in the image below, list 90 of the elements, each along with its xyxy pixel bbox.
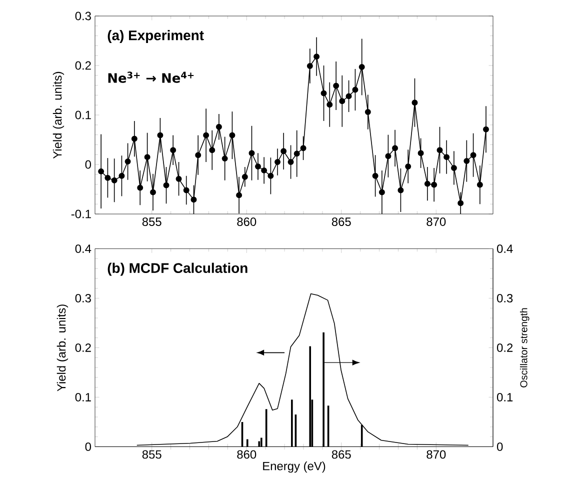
y2-tick-label: 0.2: [496, 343, 513, 352]
annotation: Ne$^{3+}$ → Ne$^{4+}$: [108, 72, 194, 83]
y-tick-label: 0.4: [75, 244, 92, 253]
x-tick-label: 855: [142, 450, 162, 459]
point: [385, 153, 392, 160]
point: [339, 98, 346, 104]
point: [209, 147, 216, 154]
point: [378, 189, 385, 196]
y-axis-title: Yield (arb. units): [56, 304, 68, 392]
point: [118, 172, 125, 179]
point: [236, 192, 242, 198]
point: [333, 82, 340, 89]
text: (a) Experiment: [108, 30, 204, 44]
point: [444, 154, 450, 160]
y-axis-title: Yield (arb. units): [52, 72, 64, 159]
point: [470, 152, 476, 158]
point: [436, 147, 443, 154]
x-tick-label: 865: [332, 218, 351, 226]
x-tick-label: 855: [142, 218, 162, 226]
point: [372, 172, 378, 179]
point: [326, 102, 333, 108]
point: [458, 200, 464, 206]
y-tick-label: 0.3: [75, 12, 91, 20]
point: [111, 177, 118, 184]
y-tick-label: -0.1: [71, 210, 91, 218]
point: [314, 54, 320, 60]
point: [358, 64, 365, 70]
y-tick-label: 0.3: [75, 294, 91, 302]
point: [248, 150, 255, 156]
point: [398, 187, 404, 194]
point: [294, 150, 300, 157]
point: [255, 163, 261, 170]
y2-tick-label: 0: [496, 442, 503, 451]
y-tick-label: 0.1: [75, 392, 91, 402]
point: [418, 150, 424, 156]
point: [464, 158, 470, 164]
point: [104, 174, 111, 181]
x-tick-label: 860: [237, 450, 256, 459]
x-axis-title: Energy (eV): [263, 462, 326, 473]
x-tick-label: 870: [426, 450, 446, 459]
y-tick-label: 0: [85, 442, 92, 451]
point: [144, 154, 150, 160]
x-tick-label: 870: [426, 218, 446, 226]
y-tick-label: 0.2: [75, 61, 91, 70]
point: [450, 164, 457, 171]
point: [183, 187, 190, 194]
y-tick-label: 0.1: [75, 110, 91, 120]
point: [176, 176, 182, 182]
y2-axis-title: Oscillator strength: [520, 308, 530, 388]
y-tick-label: 0.2: [75, 343, 91, 352]
point: [222, 156, 228, 162]
point: [431, 182, 438, 188]
point: [274, 159, 281, 166]
y2-tick-label: 0.3: [496, 294, 513, 302]
point: [300, 145, 306, 152]
point: [170, 147, 176, 154]
point: [98, 168, 104, 174]
point: [137, 184, 144, 191]
point: [195, 152, 202, 158]
point: [346, 93, 352, 100]
y2-tick-label: 0.4: [496, 244, 513, 253]
point: [364, 109, 371, 116]
point: [320, 90, 327, 96]
point: [203, 132, 210, 138]
point: [306, 63, 313, 69]
point: [476, 182, 483, 188]
point: [229, 132, 236, 138]
point: [424, 180, 430, 187]
point: [352, 86, 358, 93]
x-tick-label: 860: [237, 218, 256, 226]
point: [157, 132, 164, 138]
point: [483, 126, 489, 132]
text: (b) MCDF Calculation: [108, 262, 248, 276]
point: [124, 158, 131, 165]
point: [288, 159, 294, 166]
point: [280, 148, 287, 154]
point: [268, 172, 274, 179]
point: [242, 174, 248, 180]
point: [392, 145, 398, 152]
y-tick-label: 0: [85, 160, 92, 169]
x-tick-label: 865: [332, 450, 351, 459]
point: [412, 100, 418, 106]
point: [261, 167, 268, 174]
point: [150, 189, 156, 196]
point: [190, 196, 197, 203]
y2-tick-label: 0.1: [496, 392, 513, 402]
point: [131, 136, 138, 142]
point: [163, 182, 170, 188]
point: [405, 163, 412, 170]
point: [216, 124, 222, 130]
